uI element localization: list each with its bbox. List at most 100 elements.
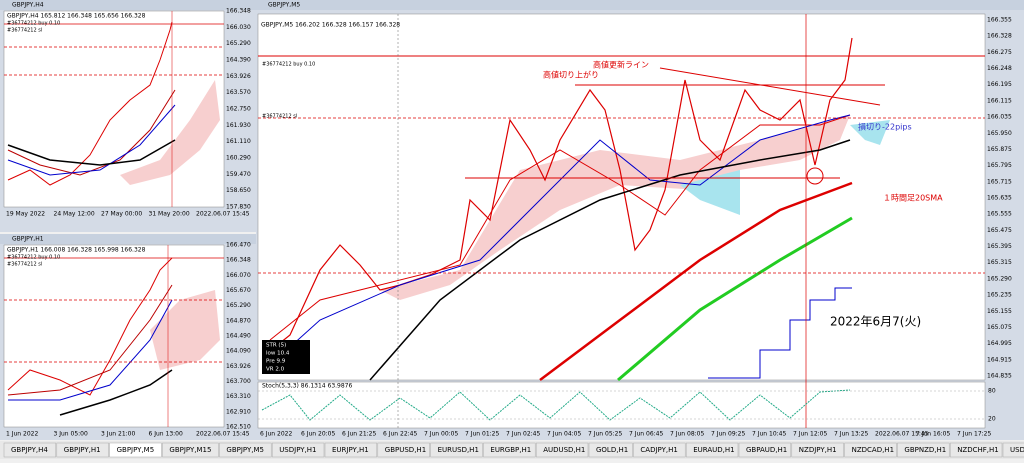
tab-label[interactable]: GBPUSD,H1 — [385, 446, 426, 454]
tab[interactable] — [56, 442, 109, 458]
tab[interactable] — [3, 442, 57, 458]
time-label: 3 Jun 05:00 — [54, 431, 88, 438]
price-label: 166.195 — [987, 81, 1012, 88]
tab-label[interactable]: GBPJPY,M15 — [169, 446, 211, 454]
price-label: 165.155 — [987, 308, 1012, 315]
tab[interactable] — [844, 442, 897, 458]
tab-label[interactable]: GBPJPY,H1 — [64, 446, 101, 454]
price-label: 165.475 — [987, 227, 1012, 234]
info-label: STR (5) — [266, 343, 286, 349]
window-header: GBPJPY,H1 166.008 166.328 165.998 166.32… — [7, 247, 146, 254]
annotation: 2022年6月7(火) — [830, 315, 921, 329]
price-label: 163.310 — [226, 393, 251, 400]
time-label: 7 Jun 13:25 — [834, 431, 868, 438]
tab-label[interactable]: NZDCHF,H1 — [957, 446, 999, 454]
tab-label[interactable]: EURAUD,H1 — [693, 446, 734, 454]
time-label: 1 Jun 2022 — [6, 431, 38, 438]
window-header: GBPJPY,M5 166.202 166.328 166.157 166.32… — [261, 22, 400, 29]
tab-label[interactable]: GBPJPY,M5 — [226, 446, 264, 454]
tab[interactable] — [791, 442, 844, 458]
tab-label[interactable]: GBPNZD,H1 — [904, 446, 946, 454]
tab-label[interactable]: USDJPY,H1 — [279, 446, 316, 454]
order-label: #36774212 sl — [262, 114, 297, 120]
annotation: 高値更新ライン — [593, 60, 649, 70]
tab-label[interactable]: EURGBP,H1 — [490, 446, 531, 454]
m5-drawing — [258, 14, 985, 428]
tab-label[interactable]: GBPJPY,H4 — [11, 446, 48, 454]
tab[interactable] — [1002, 442, 1024, 458]
info-label: VR 2.0 — [266, 367, 285, 373]
tab[interactable] — [324, 442, 378, 458]
price-label: 166.115 — [987, 97, 1012, 104]
tab[interactable] — [430, 442, 483, 458]
info-label: low 10.4 — [266, 351, 290, 357]
tab[interactable] — [219, 442, 272, 458]
time-label: 7 Jun 09:25 — [711, 431, 745, 438]
price-label: 158.650 — [226, 187, 251, 194]
tab[interactable] — [897, 442, 950, 458]
tab[interactable] — [685, 442, 739, 458]
tab[interactable] — [377, 442, 430, 458]
order-label: #36774212 sl — [7, 262, 42, 268]
price-label: 161.930 — [226, 122, 251, 129]
price-label: 165.290 — [226, 40, 251, 47]
time-label: 2022.06.07 15:45 — [875, 431, 929, 438]
stoch-plot — [257, 381, 986, 429]
tab[interactable] — [483, 442, 536, 458]
h1-drawing — [4, 245, 224, 427]
price-label: 166.030 — [226, 24, 251, 31]
tab-label[interactable]: GOLD,H1 — [596, 446, 628, 454]
annotation: 損切り-22pips — [858, 122, 912, 132]
price-label: 163.700 — [226, 378, 251, 385]
price-label: 161.110 — [226, 138, 251, 145]
tab[interactable] — [535, 442, 589, 458]
tab-label[interactable]: GBPJPY,M5 — [117, 446, 155, 454]
price-label: 164.995 — [987, 340, 1012, 347]
tab[interactable] — [949, 442, 1003, 458]
tab-label[interactable]: EURUSD,H1 — [438, 446, 479, 454]
price-label: 165.395 — [987, 243, 1012, 250]
tab[interactable] — [162, 442, 219, 458]
price-label: 163.570 — [226, 89, 251, 96]
tab[interactable] — [738, 442, 792, 458]
tab-label[interactable]: AUDUSD,H1 — [543, 446, 585, 454]
time-label: 7 Jun 02:45 — [506, 431, 540, 438]
window-title: GBPJPY,H4 — [12, 2, 44, 9]
price-label: 160.290 — [226, 155, 251, 162]
tab-label[interactable]: NZDJPY,H1 — [799, 446, 837, 454]
info-label: Pre 9.9 — [266, 359, 286, 365]
tab[interactable] — [109, 442, 162, 458]
tab[interactable] — [588, 442, 633, 458]
order-label: #36774212 buy 0.10 — [262, 62, 315, 68]
annotation: １時間足20SMA — [883, 194, 943, 203]
tabs: GBPJPY,H4 GBPJPY,H1 GBPJPY,M5 GBPJPY,M15 GBP… — [3, 442, 1024, 458]
time-label: 31 May 20:00 — [149, 211, 190, 218]
price-label: 166.348 — [226, 257, 251, 264]
tab-label[interactable]: EURJPY,H1 — [332, 446, 369, 454]
price-label: 166.348 — [226, 8, 251, 15]
price-label: 166.328 — [987, 33, 1012, 40]
window-header: GBPJPY,H4 165.812 166.348 165.656 166.32… — [7, 13, 146, 20]
time-label: 6 Jun 22:45 — [383, 431, 417, 438]
price-label: 165.290 — [226, 302, 251, 309]
price-label: 165.875 — [987, 146, 1012, 153]
price-label: 165.075 — [987, 324, 1012, 331]
tab-label[interactable]: USDCHF,H1 — [1010, 446, 1024, 454]
time-label: 27 May 00:00 — [101, 211, 142, 218]
time-label: 6 Jun 13:00 — [149, 431, 183, 438]
tab-label[interactable]: CADJPY,H1 — [640, 446, 677, 454]
price-label: 164.390 — [226, 57, 251, 64]
price-label: 166.248 — [987, 65, 1012, 72]
price-label: 166.035 — [987, 114, 1012, 121]
order-label: #36774212 buy 0.10 — [7, 21, 60, 27]
tab-label[interactable]: NZDCAD,H1 — [852, 446, 894, 454]
tab[interactable] — [633, 442, 686, 458]
window-title-bar — [0, 234, 256, 244]
time-label: 6 Jun 21:25 — [342, 431, 376, 438]
time-label: 7 Jun 16:05 — [916, 431, 950, 438]
price-label: 165.715 — [987, 178, 1012, 185]
time-label: 7 Jun 06:45 — [629, 431, 663, 438]
tab-label[interactable]: GBPAUD,H1 — [746, 446, 787, 454]
tab[interactable] — [271, 442, 325, 458]
